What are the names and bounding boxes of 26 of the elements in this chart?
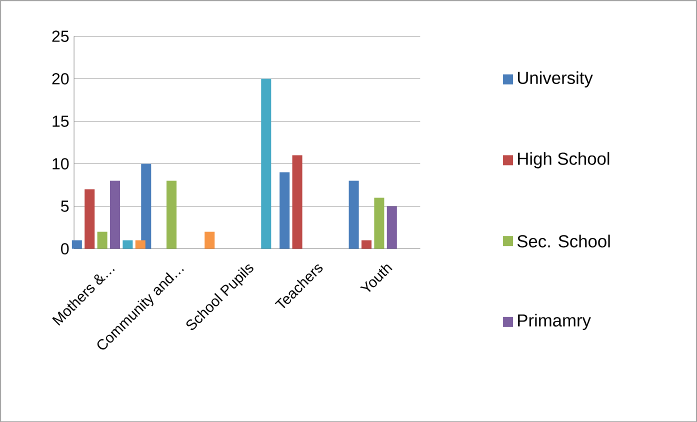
legend-label: High School	[518, 152, 610, 168]
bar	[72, 240, 82, 249]
bar	[261, 78, 272, 249]
legend-label: Primamry	[518, 314, 591, 330]
y-tick-label: 20	[52, 72, 69, 84]
bar	[361, 240, 372, 249]
bar	[166, 180, 177, 249]
bar	[110, 180, 120, 249]
bar	[348, 180, 359, 249]
bar	[374, 198, 384, 249]
bar	[122, 240, 133, 249]
y-tick-label: 15	[52, 116, 69, 127]
bar	[97, 232, 108, 249]
y-tick-label: 10	[52, 158, 69, 170]
bar	[84, 189, 95, 249]
bar	[141, 164, 152, 249]
bar	[386, 206, 397, 249]
legend-label: University	[518, 71, 593, 88]
legend-label: Sec. School	[517, 234, 610, 248]
bar	[135, 240, 146, 249]
bar	[280, 172, 290, 249]
bar	[204, 232, 215, 249]
y-tick-label: 5	[61, 200, 69, 212]
y-tick-label: 25	[52, 30, 69, 42]
bar	[292, 155, 302, 249]
y-tick-label: 0	[61, 242, 69, 254]
